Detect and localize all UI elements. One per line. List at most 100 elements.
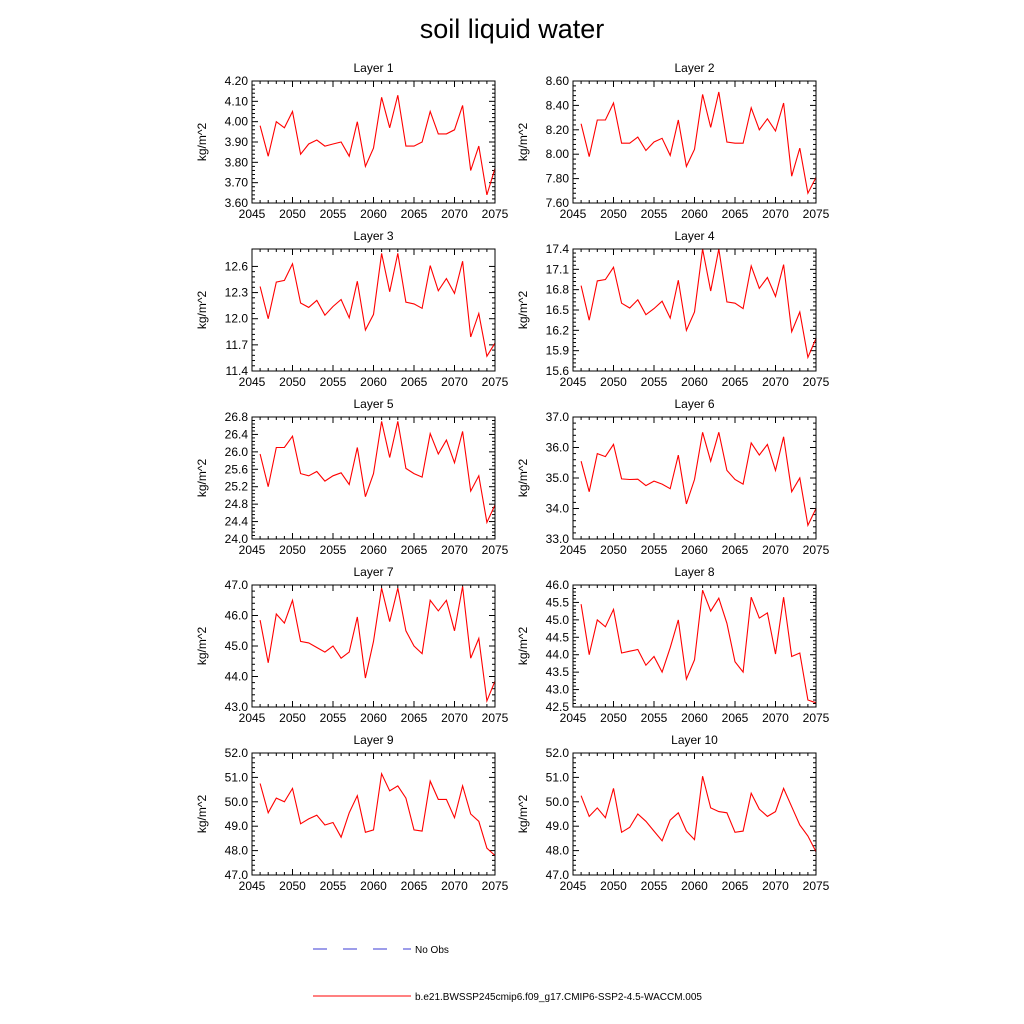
figure-title: soil liquid water <box>419 14 605 44</box>
panel-1-y-tick-label: 4.20 <box>225 74 249 88</box>
panel-2-y-tick-label: 8.40 <box>546 98 570 112</box>
panel-8-x-tick-label: 2075 <box>803 711 830 725</box>
panel-1-series-line <box>259 95 496 196</box>
panel-2-y-tick-label: 8.00 <box>546 147 570 161</box>
panel-4-y-tick-label: 16.2 <box>546 323 570 337</box>
panel-7-x-tick-label: 2055 <box>320 711 347 725</box>
panel-9-y-tick-label: 51.0 <box>225 770 249 784</box>
panel-10-x-tick-label: 2060 <box>681 879 708 893</box>
panel-6-series-line <box>580 432 817 528</box>
panel-3-x-tick-label: 2050 <box>279 375 306 389</box>
panel-5-x-tick-label: 2050 <box>279 543 306 557</box>
panel-10-y-tick-label: 50.0 <box>546 795 570 809</box>
panel-3-frame <box>251 248 496 372</box>
panel-5-y-tick-label: 25.2 <box>225 480 249 494</box>
panel-7-x-tick-label: 2070 <box>441 711 468 725</box>
panel-1-x-tick-label: 2060 <box>360 207 387 221</box>
panel-6-x-tick-label: 2070 <box>762 543 789 557</box>
panel-3-y-tick-label: 12.6 <box>225 259 249 273</box>
panel-3-y-tick-label: 12.0 <box>225 312 249 326</box>
panel-9-y-tick-label: 47.0 <box>225 868 249 882</box>
panel-6: Layer 6 2045 2050 2055 2060 2065 2070 2075 33.0 3… <box>516 397 830 557</box>
panel-7-y-tick-label: 45.0 <box>225 639 249 653</box>
panel-10-x-tick-label: 2055 <box>641 879 668 893</box>
panel-5-x-tick-label: 2055 <box>320 543 347 557</box>
panel-8-x-tick-label: 2055 <box>641 711 668 725</box>
panel-7-y-axis-label: kg/m^2 <box>195 627 209 666</box>
panel-7-x-tick-label: 2065 <box>401 711 428 725</box>
panel-6-x-tick-label: 2060 <box>681 543 708 557</box>
panel-8-y-tick-label: 43.0 <box>546 683 570 697</box>
panel-10-y-tick-label: 52.0 <box>546 746 570 760</box>
panels-layer: Layer 1 2045 2050 2055 2060 2065 2070 2075 3.60 3… <box>195 61 830 893</box>
panel-8-frame <box>572 584 817 708</box>
panel-4-y-tick-label: 16.8 <box>546 283 570 297</box>
panel-1-y-tick-label: 4.00 <box>225 115 249 129</box>
panel-1-x-tick-label: 2045 <box>239 207 266 221</box>
panel-9-y-axis-label: kg/m^2 <box>195 795 209 834</box>
panel-8-y-tick-label: 43.5 <box>546 665 570 679</box>
panel-8-y-tick-label: 45.5 <box>546 595 570 609</box>
panel-7: Layer 7 2045 2050 2055 2060 2065 2070 2075 43.0 4… <box>195 565 509 725</box>
panel-3-y-tick-label: 11.7 <box>226 338 249 352</box>
panel-9-y-tick-label: 52.0 <box>225 746 249 760</box>
panel-5: Layer 5 2045 2050 2055 2060 2065 2070 2075 24.0 2… <box>195 397 509 557</box>
panel-7-frame <box>251 584 496 708</box>
panel-1-title: Layer 1 <box>353 61 393 75</box>
panel-3-series-line <box>259 253 496 358</box>
panel-6-y-tick-label: 33.0 <box>546 532 570 546</box>
panel-4-title: Layer 4 <box>674 229 714 243</box>
panel-7-y-tick-label: 47.0 <box>225 578 249 592</box>
panel-1-x-tick-label: 2075 <box>482 207 509 221</box>
legend: No Obs b.e21.BWSSP245cmip6.f09_g17.CMIP6… <box>313 945 702 1003</box>
panel-5-x-tick-label: 2075 <box>482 543 509 557</box>
panel-10-x-tick-label: 2070 <box>762 879 789 893</box>
panel-1-x-tick-label: 2070 <box>441 207 468 221</box>
panel-10: Layer 10 2045 2050 2055 2060 2065 2070 2075 47.0… <box>516 733 830 893</box>
panel-8-y-axis-label: kg/m^2 <box>516 627 530 666</box>
panel-3-title: Layer 3 <box>353 229 393 243</box>
panel-5-y-tick-label: 26.4 <box>225 427 249 441</box>
panel-2-x-tick-label: 2060 <box>681 207 708 221</box>
panel-2-frame <box>572 80 817 204</box>
panel-10-x-tick-label: 2050 <box>600 879 627 893</box>
panel-8-x-tick-label: 2045 <box>560 711 587 725</box>
panel-10-series-line <box>580 776 817 853</box>
panel-10-y-tick-label: 51.0 <box>546 770 570 784</box>
panel-1-y-tick-label: 3.80 <box>225 155 249 169</box>
panel-6-y-tick-label: 36.0 <box>546 441 570 455</box>
panel-9-y-tick-label: 49.0 <box>225 819 249 833</box>
panel-5-title: Layer 5 <box>353 397 393 411</box>
panel-1-y-tick-label: 4.10 <box>225 94 249 108</box>
panel-6-y-tick-label: 34.0 <box>546 502 570 516</box>
panel-10-y-tick-label: 47.0 <box>546 868 570 882</box>
panel-2-y-tick-label: 8.60 <box>546 74 570 88</box>
legend-label-no-obs: No Obs <box>415 945 449 956</box>
panel-4-y-tick-label: 15.9 <box>546 344 570 358</box>
panel-4-y-axis-label: kg/m^2 <box>516 291 530 330</box>
panel-4-y-tick-label: 17.1 <box>546 262 570 276</box>
panel-3: Layer 3 2045 2050 2055 2060 2065 2070 2075 11.4 1… <box>195 229 509 389</box>
panel-6-x-tick-label: 2075 <box>803 543 830 557</box>
panel-4-frame <box>572 248 817 372</box>
panel-4-y-tick-label: 17.4 <box>546 242 570 256</box>
panel-8-title: Layer 8 <box>674 565 714 579</box>
panel-4-x-tick-label: 2050 <box>600 375 627 389</box>
panel-5-x-tick-label: 2045 <box>239 543 266 557</box>
panel-6-x-tick-label: 2045 <box>560 543 587 557</box>
panel-4-x-tick-label: 2075 <box>803 375 830 389</box>
panel-10-x-tick-label: 2065 <box>722 879 749 893</box>
panel-3-x-tick-label: 2055 <box>320 375 347 389</box>
panel-6-x-tick-label: 2055 <box>641 543 668 557</box>
panel-1: Layer 1 2045 2050 2055 2060 2065 2070 2075 3.60 3… <box>195 61 509 221</box>
panel-1-x-tick-label: 2050 <box>279 207 306 221</box>
panel-3-x-tick-label: 2075 <box>482 375 509 389</box>
panel-6-title: Layer 6 <box>674 397 714 411</box>
panel-2-x-tick-label: 2065 <box>722 207 749 221</box>
panel-2-x-tick-label: 2045 <box>560 207 587 221</box>
panel-7-x-tick-label: 2045 <box>239 711 266 725</box>
panel-7-y-tick-label: 44.0 <box>225 670 249 684</box>
panel-5-y-axis-label: kg/m^2 <box>195 459 209 498</box>
panel-5-series-line <box>259 421 496 525</box>
panel-6-frame <box>572 416 817 540</box>
